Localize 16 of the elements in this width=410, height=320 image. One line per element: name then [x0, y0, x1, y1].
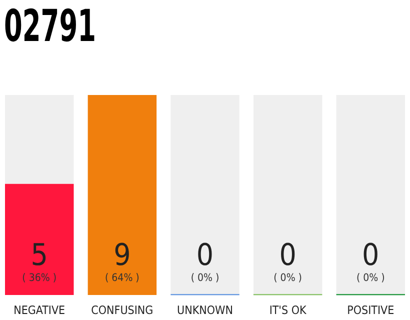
x-tick-label: POSITIVE: [347, 303, 394, 317]
data-label: 0: [196, 238, 214, 273]
annotation: ( 0% ): [356, 272, 385, 284]
data-label: 0: [279, 238, 296, 273]
annotation: ( 64% ): [104, 272, 140, 284]
data-label: 5: [30, 238, 48, 273]
annotation: ( 0% ): [190, 272, 220, 284]
annotation: ( 0% ): [274, 272, 302, 284]
annotation: ( 36% ): [22, 272, 57, 284]
data-label: 9: [114, 238, 131, 273]
x-tick-label: NEGATIVE: [14, 303, 66, 317]
data-label: 0: [362, 238, 380, 273]
x-tick-label: UNKNOWN: [177, 303, 233, 317]
chart-title: 02791: [4, 1, 142, 52]
x-tick-label: IT'S OK: [269, 303, 307, 317]
x-tick-label: CONFUSING: [91, 303, 154, 317]
